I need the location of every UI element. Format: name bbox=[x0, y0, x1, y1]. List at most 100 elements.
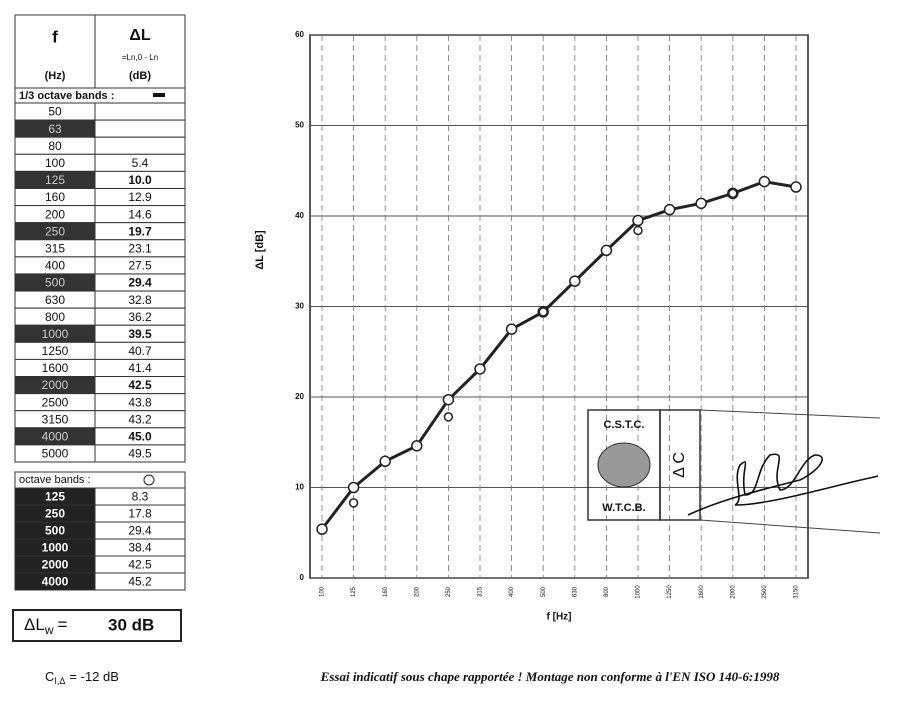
frequency: 2000 bbox=[42, 558, 69, 572]
delta-l: 27.5 bbox=[128, 259, 152, 273]
c-rest: = -12 dB bbox=[69, 669, 119, 684]
data-point bbox=[538, 307, 548, 317]
frequency: 1250 bbox=[42, 344, 69, 358]
delta-l: 14.6 bbox=[128, 207, 152, 221]
y-tick-label: 50 bbox=[295, 121, 304, 130]
delta-l: 38.4 bbox=[128, 541, 152, 555]
line-symbol bbox=[153, 93, 165, 97]
header-dl: ΔL bbox=[129, 27, 151, 44]
delta-l: 17.8 bbox=[128, 507, 152, 521]
frequency: 1600 bbox=[42, 361, 69, 375]
stamp-box bbox=[659, 409, 701, 521]
delta-l: 29.4 bbox=[128, 524, 152, 538]
series-line bbox=[320, 180, 797, 531]
y-tick-label: 20 bbox=[295, 392, 304, 401]
frequency: 2000 bbox=[42, 378, 69, 392]
x-tick-label: 3150 bbox=[794, 585, 800, 599]
x-tick-label: 2000 bbox=[730, 585, 736, 599]
delta-l: 39.5 bbox=[128, 327, 152, 341]
y-tick-label: 10 bbox=[295, 483, 304, 492]
frequency: 63 bbox=[48, 122, 62, 136]
data-point bbox=[600, 244, 613, 257]
data-point bbox=[348, 498, 359, 508]
x-tick-label: 630 bbox=[572, 586, 578, 597]
delta-l: 42.5 bbox=[128, 558, 152, 572]
data-point bbox=[347, 481, 360, 494]
cell bbox=[94, 444, 186, 463]
x-tick-label: 1250 bbox=[667, 585, 673, 599]
third-octave-title: 1/3 octave bands : bbox=[19, 90, 114, 102]
x-tick-label: 800 bbox=[604, 586, 610, 597]
x-tick-label: 315 bbox=[478, 586, 484, 597]
header-f-unit: (Hz) bbox=[45, 70, 66, 82]
frequency: 500 bbox=[45, 524, 65, 538]
c-sub: I,Δ bbox=[54, 676, 65, 686]
stamp-side: Δ C bbox=[671, 452, 688, 478]
frequency: 4000 bbox=[42, 575, 69, 589]
delta-l: 5.4 bbox=[132, 156, 149, 170]
data-point bbox=[569, 275, 581, 287]
data-point bbox=[758, 175, 771, 188]
delta-l: 23.1 bbox=[128, 241, 152, 255]
frequency: 80 bbox=[48, 139, 62, 153]
delta-l: 41.4 bbox=[128, 361, 152, 375]
x-tick-label: 400 bbox=[509, 586, 515, 597]
octave-title: octave bands : bbox=[19, 474, 91, 486]
x-tick-label: 1000 bbox=[636, 585, 642, 599]
x-tick-label: 125 bbox=[351, 586, 357, 597]
frequency: 125 bbox=[45, 490, 65, 504]
frequency: 125 bbox=[45, 173, 65, 187]
rating-sign: = bbox=[57, 615, 67, 634]
frequency: 1000 bbox=[42, 541, 69, 555]
delta-l: 45.0 bbox=[128, 430, 152, 444]
data-point bbox=[316, 523, 328, 535]
y-tick-label: 60 bbox=[295, 30, 304, 39]
cell bbox=[94, 102, 186, 121]
cell bbox=[94, 572, 186, 591]
third-octave-table: 50 63 80 100 5.4 125 10.0 160 12.9 200 14.6 250 19.7… bbox=[14, 102, 186, 463]
y-tick-label: 40 bbox=[295, 211, 304, 220]
data-point bbox=[379, 455, 391, 468]
circle-symbol bbox=[143, 474, 155, 486]
x-tick-label: 100 bbox=[320, 586, 326, 597]
x-tick-label: 200 bbox=[414, 586, 420, 597]
octave-table: 125 8.3 250 17.8 500 29.4 1000 38.4 2000 42.5 4000… bbox=[14, 487, 186, 591]
delta-l: 32.8 bbox=[128, 293, 152, 307]
header-dl-def: =Ln,0 - Ln bbox=[122, 53, 158, 62]
delta-l: 29.4 bbox=[128, 276, 152, 290]
y-tick-label: 30 bbox=[295, 302, 304, 311]
delta-l: 43.8 bbox=[128, 395, 152, 409]
data-point bbox=[411, 440, 423, 452]
rating-label: ΔLw = bbox=[24, 615, 67, 637]
frequency: 2500 bbox=[42, 395, 69, 409]
y-axis-label: ΔL [dB] bbox=[254, 230, 266, 270]
frequency: 250 bbox=[45, 224, 65, 238]
data-point bbox=[790, 181, 802, 193]
frequency: 3150 bbox=[42, 412, 69, 426]
frequency: 800 bbox=[45, 310, 65, 324]
chart: 0 10 20 30 40 50 60 100 125 160 200 250 315 400 500 630… bbox=[254, 30, 809, 623]
data-point bbox=[695, 197, 707, 210]
delta-l: 49.5 bbox=[128, 447, 152, 461]
frequency: 250 bbox=[45, 507, 65, 521]
frequency: 4000 bbox=[42, 430, 69, 444]
header-cell bbox=[14, 14, 96, 89]
delta-l: 12.9 bbox=[128, 190, 152, 204]
data-point bbox=[728, 188, 738, 199]
delta-l: 42.5 bbox=[128, 378, 152, 392]
x-tick-label: 2500 bbox=[762, 585, 768, 599]
stamp-emblem bbox=[597, 442, 651, 488]
stamp-top: C.S.T.C. bbox=[604, 419, 645, 431]
frequency: 160 bbox=[45, 190, 65, 204]
data-point bbox=[632, 214, 644, 227]
x-tick-label: 160 bbox=[383, 586, 389, 597]
cell bbox=[94, 119, 186, 138]
frequency: 50 bbox=[48, 105, 62, 119]
header-dl-unit: (dB) bbox=[129, 70, 151, 82]
rating-box bbox=[12, 609, 182, 642]
delta-l: 45.2 bbox=[128, 575, 152, 589]
data-point bbox=[663, 203, 676, 216]
data-point bbox=[505, 323, 518, 335]
data-point bbox=[474, 363, 486, 375]
frequency: 200 bbox=[45, 207, 65, 221]
